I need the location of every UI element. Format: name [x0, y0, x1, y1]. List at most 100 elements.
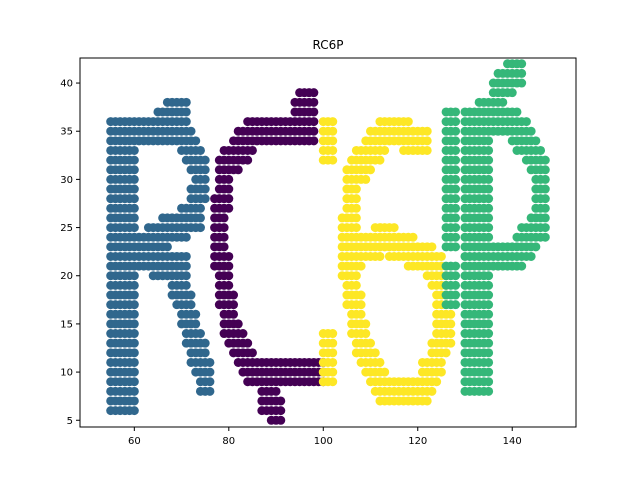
data-point-P — [484, 348, 494, 358]
data-point-6 — [403, 261, 413, 271]
data-point-R — [181, 117, 191, 127]
data-point-6 — [347, 155, 357, 165]
data-point-C — [224, 280, 234, 290]
data-point-R — [134, 232, 144, 242]
data-point-6 — [356, 290, 366, 300]
data-point-6 — [361, 319, 371, 329]
data-point-C — [238, 329, 248, 339]
data-point-6 — [446, 309, 456, 319]
y-tick-label: 25 — [60, 223, 73, 234]
data-point-R — [200, 184, 210, 194]
data-point-6 — [356, 261, 366, 271]
data-point-6 — [380, 145, 390, 155]
data-point-6 — [361, 329, 371, 339]
y-tick-label: 35 — [60, 127, 73, 138]
data-point-R — [129, 223, 139, 233]
data-point-6 — [351, 184, 361, 194]
data-point-6 — [389, 223, 399, 233]
data-point-6 — [399, 145, 409, 155]
data-point-C — [219, 223, 229, 233]
data-point-P — [488, 261, 498, 271]
data-point-C — [243, 338, 253, 348]
data-point-P — [451, 136, 461, 146]
data-point-R — [181, 97, 191, 107]
data-point-P — [451, 242, 461, 252]
data-point-R — [205, 367, 215, 377]
data-point-R — [200, 348, 210, 358]
data-point-P — [484, 290, 494, 300]
data-point-C — [219, 145, 229, 155]
data-point-R — [186, 184, 196, 194]
data-point-6 — [342, 165, 352, 175]
data-point-P — [484, 300, 494, 310]
data-point-6 — [441, 348, 451, 358]
data-point-R — [200, 174, 210, 184]
data-point-P — [484, 329, 494, 339]
data-point-C — [276, 406, 286, 416]
data-point-6 — [436, 367, 446, 377]
data-point-6 — [422, 126, 432, 136]
data-point-P — [451, 126, 461, 136]
data-point-R — [205, 386, 215, 396]
x-tick-label: 100 — [314, 436, 333, 447]
data-point-P — [451, 280, 461, 290]
data-point-P — [484, 155, 494, 165]
data-point-6 — [422, 396, 432, 406]
data-point-R — [129, 145, 139, 155]
data-point-6 — [351, 251, 361, 261]
data-point-6 — [370, 348, 380, 358]
data-point-C — [309, 126, 319, 136]
data-point-6 — [351, 194, 361, 204]
data-point-P — [451, 203, 461, 213]
data-point-P — [484, 203, 494, 213]
data-point-R — [205, 377, 215, 387]
data-point-P — [484, 309, 494, 319]
data-point-6 — [403, 117, 413, 127]
data-point-R — [129, 396, 139, 406]
data-point-R — [200, 338, 210, 348]
data-point-C — [224, 251, 234, 261]
data-point-R — [129, 184, 139, 194]
data-point-6 — [351, 280, 361, 290]
data-point-6 — [446, 329, 456, 339]
data-point-R — [129, 357, 139, 367]
data-point-P — [507, 88, 517, 98]
data-point-R — [129, 280, 139, 290]
data-point-P — [540, 174, 550, 184]
data-point-6 — [427, 280, 437, 290]
data-point-R — [195, 203, 205, 213]
data-point-C — [271, 386, 281, 396]
data-point-R — [191, 136, 201, 146]
data-point-R — [200, 155, 210, 165]
data-point-P — [540, 184, 550, 194]
data-point-P — [451, 117, 461, 127]
data-point-R — [158, 213, 168, 223]
data-point-6 — [328, 329, 338, 339]
data-point-C — [224, 194, 234, 204]
data-point-R — [129, 329, 139, 339]
data-point-6 — [361, 174, 371, 184]
x-tick-label: 120 — [408, 436, 427, 447]
data-point-R — [186, 290, 196, 300]
data-point-R — [134, 242, 144, 252]
x-tick-label: 80 — [222, 436, 235, 447]
data-point-P — [521, 117, 531, 127]
data-point-C — [210, 194, 220, 204]
data-point-P — [517, 59, 527, 69]
data-point-6 — [436, 251, 446, 261]
data-point-6 — [432, 377, 442, 387]
plot-frame — [79, 57, 577, 428]
data-point-6 — [366, 126, 376, 136]
data-point-C — [276, 396, 286, 406]
data-point-R — [181, 251, 191, 261]
x-tick-label: 60 — [128, 436, 141, 447]
data-point-R — [195, 223, 205, 233]
data-point-P — [451, 155, 461, 165]
data-point-R — [205, 357, 215, 367]
data-point-R — [129, 271, 139, 281]
data-point-C — [229, 300, 239, 310]
data-point-P — [484, 386, 494, 396]
data-point-P — [451, 261, 461, 271]
y-tick-label: 15 — [60, 319, 73, 330]
data-point-6 — [375, 117, 385, 127]
